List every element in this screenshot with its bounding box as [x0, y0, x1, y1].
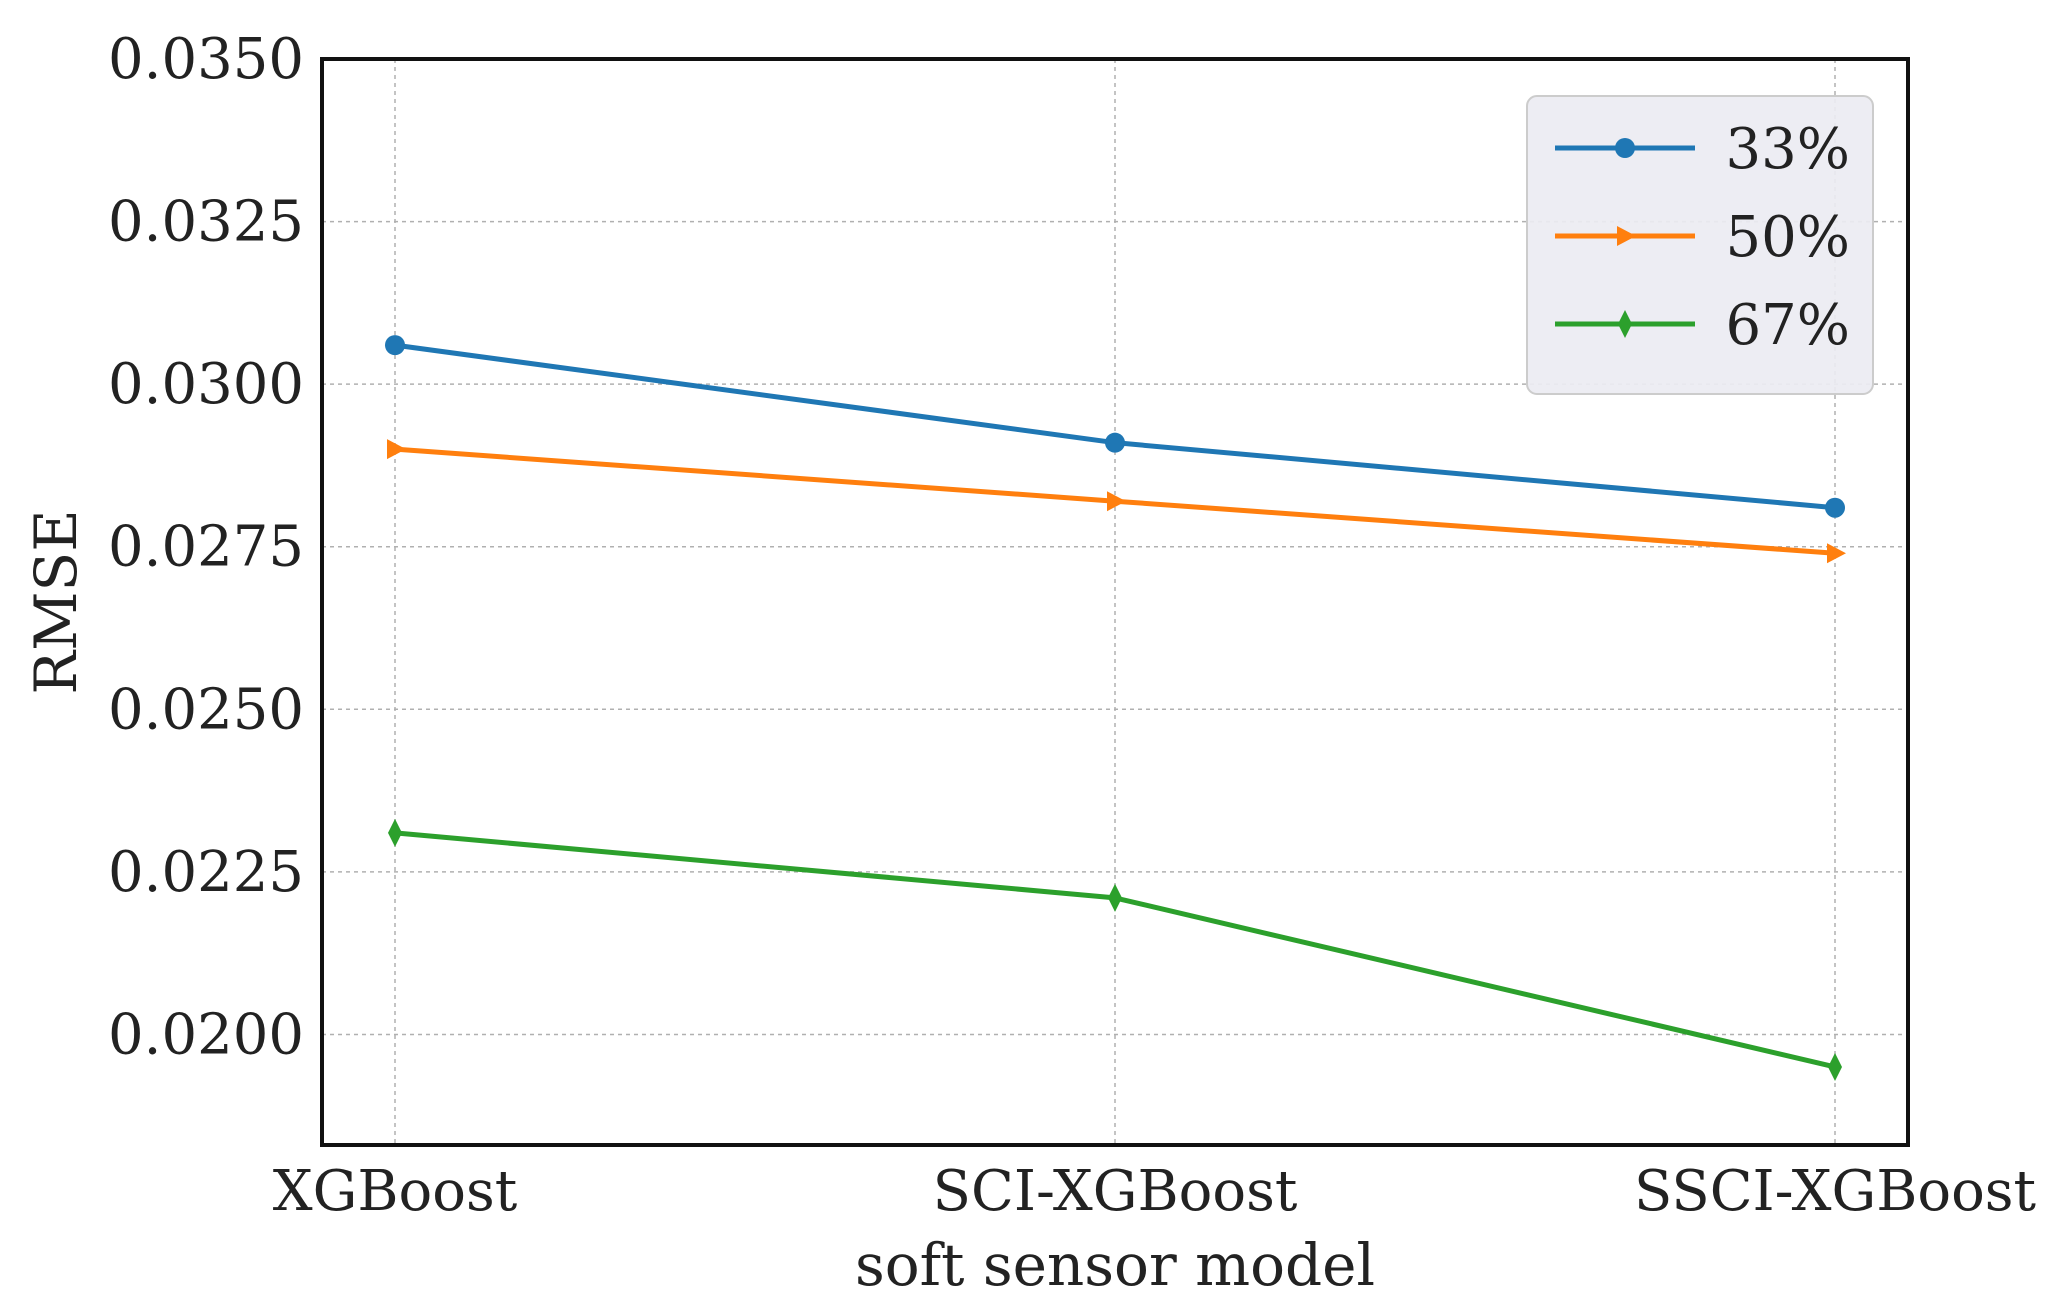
series-33pct — [385, 335, 1845, 518]
legend-label: 67% — [1726, 293, 1850, 358]
y-tick-label: 0.0350 — [108, 27, 304, 92]
data-point-marker — [1615, 138, 1635, 158]
data-point-marker — [1617, 226, 1636, 246]
x-tick-label: XGBoost — [273, 1159, 518, 1224]
legend-label: 50% — [1726, 205, 1850, 270]
data-point-marker — [1105, 432, 1125, 453]
x-tick-label: SCI-XGBoost — [933, 1159, 1298, 1224]
data-point-marker — [1825, 497, 1845, 518]
series-50pct — [387, 439, 1846, 564]
y-tick-label: 0.0325 — [108, 190, 304, 255]
y-tick-label: 0.0200 — [108, 1002, 304, 1067]
legend-entry: 50% — [1555, 205, 1850, 270]
data-point-marker — [1828, 1052, 1842, 1081]
y-axis-ticks: 0.0200 0.0225 0.0250 0.0275 0.0300 0.0325 0.03… — [108, 27, 304, 1067]
y-tick-label: 0.0225 — [108, 840, 304, 905]
data-point-marker — [385, 335, 405, 356]
series-layer — [385, 335, 1846, 1081]
y-axis-title: RMSE — [22, 509, 90, 694]
y-tick-label: 0.0250 — [108, 677, 304, 742]
legend-entry: 33% — [1555, 117, 1850, 182]
legend: 33% 50% 67% — [1526, 95, 1874, 395]
data-point-marker — [387, 439, 406, 460]
x-tick-label: SSCI-XGBoost — [1634, 1159, 2037, 1224]
y-tick-label: 0.0275 — [108, 515, 304, 580]
data-point-marker — [1618, 310, 1632, 338]
data-point-marker — [388, 818, 402, 847]
data-point-marker — [1107, 491, 1126, 512]
plot-frame — [320, 57, 1910, 1147]
legend-box — [1526, 95, 1874, 395]
data-point-marker — [1827, 543, 1846, 564]
y-tick-label: 0.0300 — [108, 352, 304, 417]
data-point-marker — [1108, 883, 1122, 912]
x-axis-title: soft sensor model — [855, 1231, 1375, 1299]
x-axis-ticks: XGBoost SCI-XGBoost SSCI-XGBoost — [273, 1159, 2037, 1224]
legend-entry: 67% — [1555, 293, 1850, 358]
legend-label: 33% — [1726, 117, 1850, 182]
series-67pct — [388, 818, 1842, 1081]
